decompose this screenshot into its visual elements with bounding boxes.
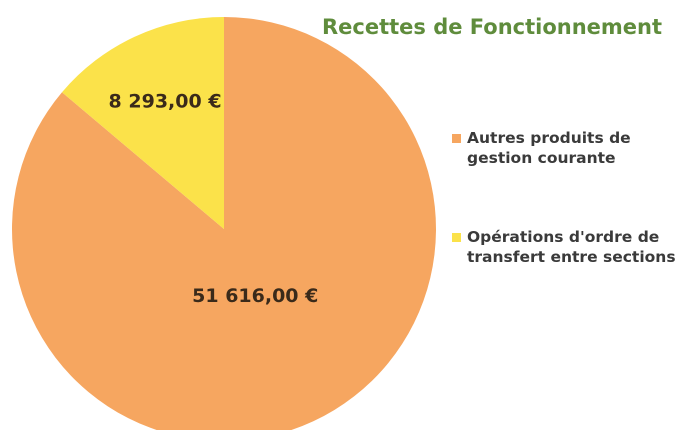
- pie-slice: [12, 17, 436, 430]
- legend-item: Opérations d'ordre de transfert entre se…: [452, 227, 692, 267]
- legend-label: Autres produits de gestion courante: [467, 129, 631, 167]
- data-label: 8 293,00 €: [109, 91, 222, 113]
- legend-swatch: [452, 134, 461, 143]
- chart-title: Recettes de Fonctionnement: [322, 15, 662, 39]
- legend-item: Autres produits de gestion courante: [452, 128, 692, 168]
- data-label: 51 616,00 €: [192, 285, 318, 307]
- pie-slice: [61, 17, 224, 229]
- legend-label: Opérations d'ordre de transfert entre se…: [467, 228, 676, 266]
- legend-swatch: [452, 233, 461, 242]
